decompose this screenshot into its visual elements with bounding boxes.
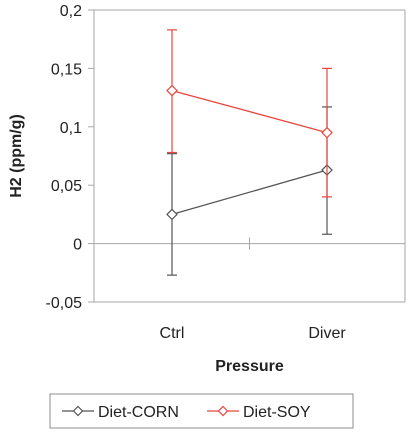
data-point: [321, 126, 333, 139]
y-tick-label: 0: [73, 237, 82, 254]
legend-label: Diet-SOY: [243, 404, 311, 421]
y-tick-label: 0,15: [51, 61, 82, 78]
series-line: [171, 89, 328, 134]
y-tick-label: 0,05: [51, 178, 82, 195]
data-point: [166, 208, 178, 221]
x-tick-label: Ctrl: [160, 325, 185, 342]
legend-marker: [217, 405, 229, 417]
series-line: [171, 169, 328, 216]
data-point: [166, 84, 178, 97]
y-tick-label: 0,2: [60, 3, 82, 20]
legend-marker: [72, 405, 84, 417]
legend-box: [49, 393, 354, 429]
legend: Diet-CORN Diet-SOY: [49, 393, 354, 429]
y-axis-title: H2 (ppm/g): [8, 114, 25, 198]
plot-area: -0,05 0 0,05 0,1 0,15 0,2 Ctrl Diver: [46, 3, 406, 342]
x-tick-label: Diver: [308, 325, 346, 342]
x-axis-title: Pressure: [215, 358, 284, 375]
y-tick-label: 0,1: [60, 120, 82, 137]
legend-label: Diet-CORN: [98, 404, 179, 421]
y-tick-label: -0,05: [46, 295, 83, 312]
